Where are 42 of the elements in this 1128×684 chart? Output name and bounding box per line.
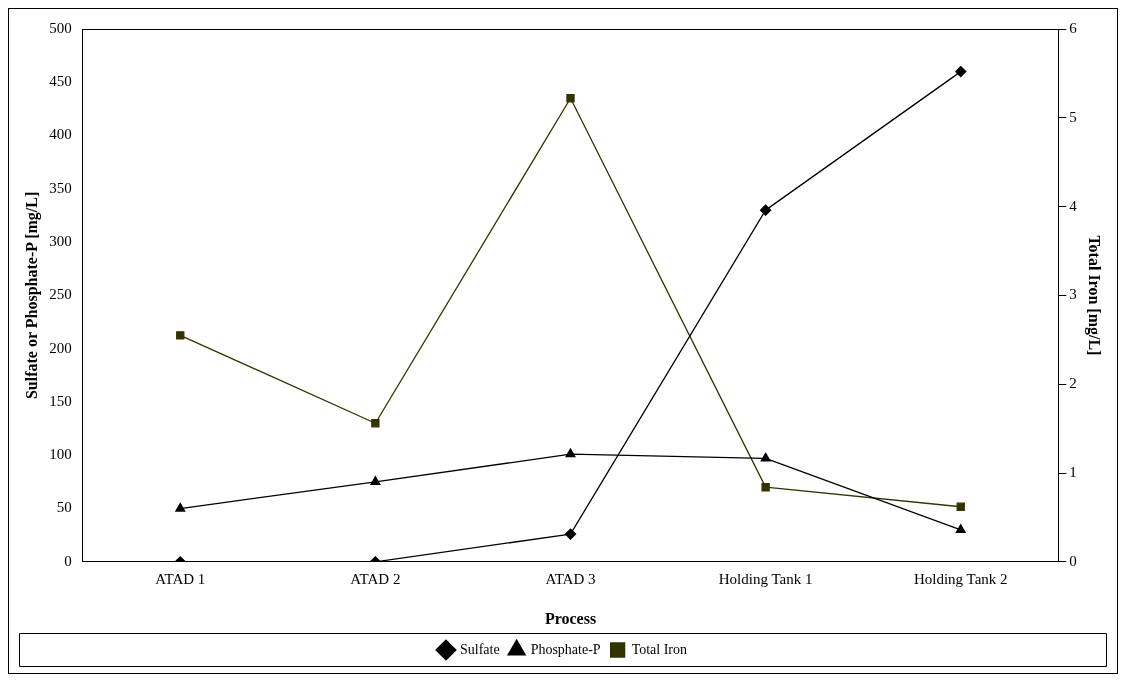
point (175, 502, 186, 512)
y-tick-label: 300 (49, 233, 72, 250)
point (564, 528, 577, 540)
y2-tick-label: 5 (1069, 108, 1077, 125)
y2-tick-label: 0 (1069, 552, 1077, 569)
y-tick-label: 500 (49, 19, 72, 36)
y2-axis-title: Total Iron [mg/L] (1085, 235, 1104, 356)
y-tick-label: 450 (49, 73, 72, 90)
y2-tick-label: 4 (1069, 197, 1078, 214)
y2-tick-label: 2 (1069, 375, 1077, 392)
point (370, 476, 381, 486)
y-tick-label: 400 (49, 126, 72, 143)
point (955, 524, 966, 533)
legend-label: Sulfate (459, 641, 500, 657)
x-tick-label: ATAD 3 (545, 570, 596, 587)
y-tick-label: 0 (64, 552, 72, 569)
point (760, 452, 771, 462)
point (759, 204, 772, 216)
y-tick-label: 250 (49, 286, 72, 303)
point (761, 483, 770, 492)
y-tick-label: 200 (49, 339, 72, 356)
y2-tick-label: 3 (1069, 286, 1077, 303)
y-axis-title: Sulfate or Phosphate-P [mg/L] (22, 191, 41, 400)
point (956, 502, 965, 511)
y-tick-label: 50 (56, 499, 72, 516)
legend-label: Phosphate-P (530, 641, 601, 657)
legend-label: Total Iron (631, 641, 688, 657)
x-axis-title: Process (544, 609, 597, 627)
point (566, 94, 575, 103)
x-tick-label: Holding Tank 2 (913, 570, 1008, 587)
y-tick-label: 150 (49, 392, 72, 409)
point (955, 65, 967, 78)
y2-tick-label: 1 (1069, 463, 1077, 480)
x-tick-label: Holding Tank 1 (718, 570, 813, 587)
point (371, 419, 380, 428)
point (176, 331, 185, 340)
x-tick-label: ATAD 2 (350, 570, 401, 587)
y-tick-label: 100 (49, 446, 72, 463)
y-tick-label: 350 (49, 179, 72, 196)
y2-tick-label: 6 (1069, 19, 1078, 36)
x-tick-label: ATAD 1 (155, 570, 206, 587)
point (565, 448, 576, 458)
